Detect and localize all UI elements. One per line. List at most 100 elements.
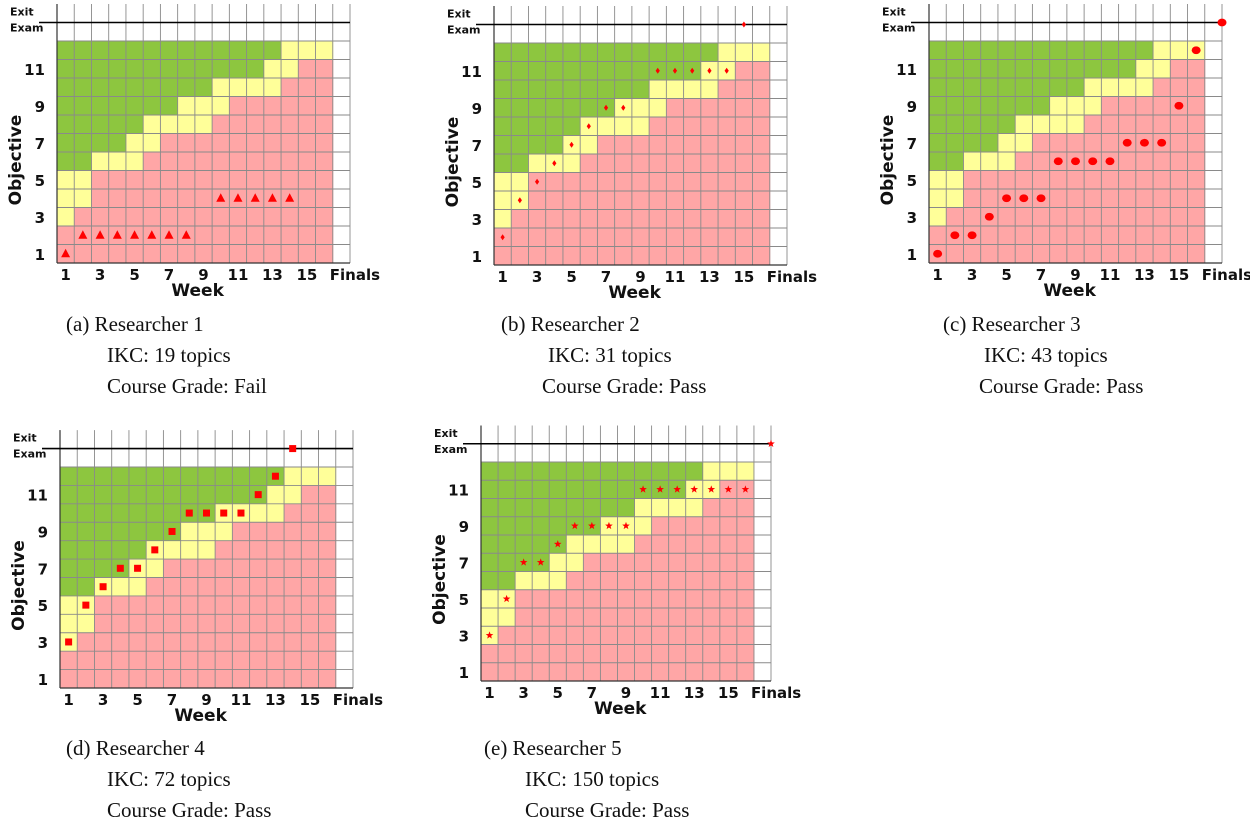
chart-panel-researcher-1: Exit Exam 1 3 5 7 9 11 1 3 5 7 9 11 13 15 Finals Week Obje… <box>0 0 380 301</box>
band-cell-red <box>666 98 685 265</box>
y-tick-label: 1 <box>35 246 45 264</box>
data-point-circle <box>1157 138 1167 147</box>
band-cell-yellow <box>163 540 182 560</box>
caption-title: (c) Researcher 3 <box>943 312 1081 336</box>
data-point-circle <box>1002 194 1012 203</box>
band-cell-red <box>246 96 265 263</box>
data-point-diamond <box>603 104 609 111</box>
band-cell-red <box>597 135 616 265</box>
band-cell-yellow <box>583 535 601 554</box>
band-cell-green <box>562 43 581 136</box>
x-tick-label: 11 <box>1100 266 1121 284</box>
band-cell-yellow <box>160 115 179 134</box>
data-point-square <box>237 509 245 517</box>
chart-panel-researcher-2: Exit Exam 1 3 5 7 9 11 1 3 5 7 9 11 13 15 Finals Week Obje… <box>420 0 817 303</box>
band-cell-red <box>108 170 127 263</box>
band-cell-green <box>197 467 216 523</box>
x-tick-label: 13 <box>262 266 283 284</box>
band-cell-yellow <box>301 467 320 486</box>
x-tick-label: 15 <box>1168 266 1189 284</box>
x-tick-label: 11 <box>231 691 252 709</box>
band-cell-red <box>1101 96 1120 263</box>
data-point-star <box>767 439 775 447</box>
x-axis-title: Week <box>594 699 647 719</box>
x-tick-label: 9 <box>201 691 211 709</box>
band-cell-red <box>651 516 670 681</box>
data-point-square <box>82 601 90 609</box>
exit-label-line1: Exit <box>882 6 906 19</box>
band-cell-green <box>128 467 147 560</box>
band-cell-yellow <box>719 462 738 481</box>
x-tick-label: 13 <box>265 691 286 709</box>
band-cell-yellow <box>246 78 265 97</box>
data-point-diamond <box>500 234 505 241</box>
data-point-square <box>168 527 176 535</box>
caption-grade: Course Grade: Fail <box>107 374 267 398</box>
band-cell-red <box>685 516 704 681</box>
caption-researcher-2: (b) Researcher 2 IKC: 31 topics Course G… <box>501 309 706 402</box>
y-tick-label: 1 <box>459 664 469 682</box>
x-tick-label: 9 <box>621 684 631 702</box>
caption-grade: Course Grade: Pass <box>542 374 707 398</box>
x-tick-label: 1 <box>60 266 70 284</box>
y-axis-title: Objective <box>9 540 29 631</box>
y-tick-label: 11 <box>27 487 48 505</box>
band-cell-green <box>74 41 92 171</box>
y-tick-label: 9 <box>459 518 469 536</box>
y-tick-label: 1 <box>38 671 48 689</box>
band-cell-yellow <box>651 498 670 517</box>
data-point-star <box>519 558 528 566</box>
band-cell-red <box>617 553 636 681</box>
y-tick-label: 1 <box>907 246 917 264</box>
band-layer <box>60 467 337 688</box>
x-tick-label: 5 <box>132 691 142 709</box>
y-tick-label: 9 <box>35 98 45 116</box>
band-cell-red <box>94 595 113 688</box>
band-cell-red <box>752 61 771 265</box>
x-tick-label: 11 <box>665 268 686 286</box>
x-tick-label: 15 <box>296 266 317 284</box>
data-point-triangle <box>216 193 226 202</box>
y-tick-label: 3 <box>907 209 917 227</box>
data-point-triangle <box>181 230 191 239</box>
band-cell-red <box>583 553 601 681</box>
band-cell-green <box>1066 41 1085 97</box>
data-point-square <box>220 509 228 517</box>
caption-ikc: IKC: 72 topics <box>107 767 231 791</box>
y-tick-label: 9 <box>38 523 48 541</box>
caption-title: (a) Researcher 1 <box>66 312 204 336</box>
data-point-circle <box>1139 138 1149 147</box>
y-tick-label: 11 <box>896 61 917 79</box>
x-tick-label: 5 <box>553 684 563 702</box>
y-tick-label: 5 <box>459 591 469 609</box>
x-tick-label: Finals <box>333 691 383 709</box>
exit-label-line2: Exam <box>882 22 916 35</box>
caption-grade: Course Grade: Pass <box>979 374 1144 398</box>
data-point-diamond <box>569 141 574 148</box>
y-tick-label: 7 <box>907 135 917 153</box>
y-axis-title: Objective <box>6 115 26 206</box>
exit-label-line2: Exam <box>10 22 44 35</box>
band-cell-green <box>511 43 529 173</box>
y-tick-label: 7 <box>459 554 469 572</box>
grid-layer <box>480 425 772 682</box>
exit-label-line1: Exit <box>13 432 37 445</box>
data-point-square <box>185 509 193 517</box>
x-tick-label: 7 <box>1036 266 1046 284</box>
band-cell-yellow <box>528 154 547 173</box>
band-cell-red <box>736 480 755 681</box>
caption-title: (d) Researcher 4 <box>66 736 205 760</box>
exit-label-line2: Exam <box>434 443 468 456</box>
data-point-circle <box>1019 194 1029 203</box>
band-cell-yellow <box>668 498 687 517</box>
band-cell-red <box>700 98 719 265</box>
x-tick-label: 1 <box>484 684 494 702</box>
data-point-star <box>553 540 562 548</box>
band-cell-yellow <box>735 43 754 62</box>
data-point-triangle <box>78 230 88 239</box>
band-cell-green <box>194 41 213 97</box>
band-cell-green <box>549 462 567 554</box>
